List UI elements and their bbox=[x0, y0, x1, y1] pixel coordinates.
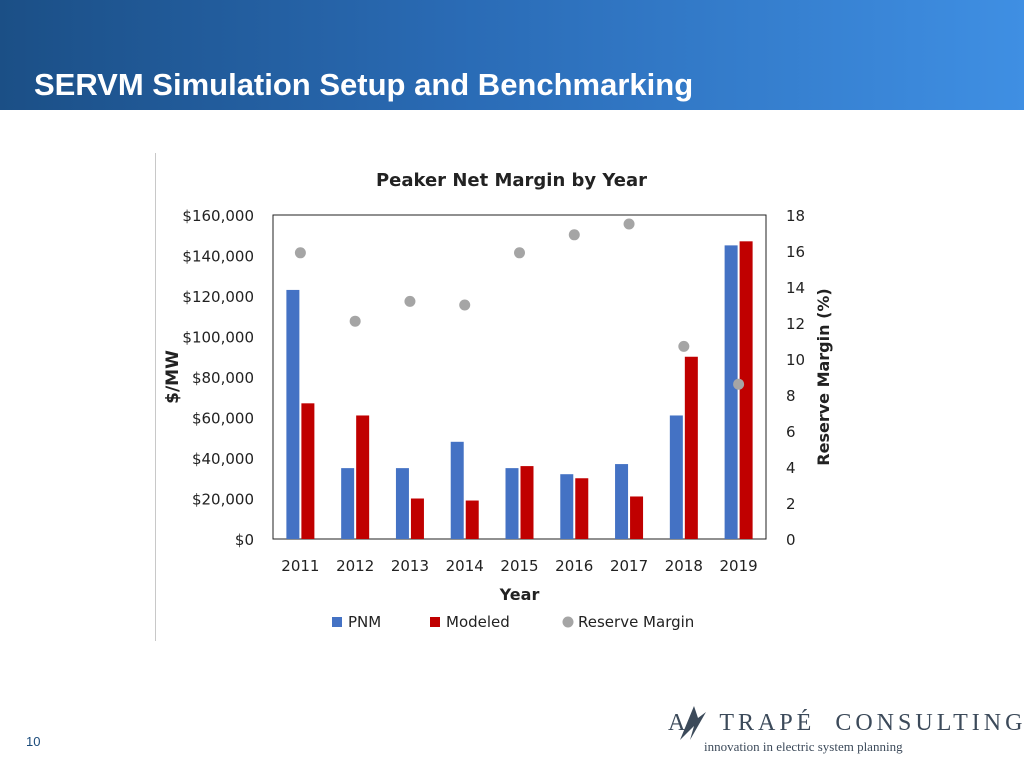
x-tick-label: 2013 bbox=[391, 557, 429, 575]
x-tick-label: 2014 bbox=[446, 557, 484, 575]
bar-modeled bbox=[684, 356, 698, 539]
x-tick-label: 2016 bbox=[555, 557, 593, 575]
bar-pnm bbox=[450, 441, 464, 539]
x-tick-label: 2012 bbox=[336, 557, 374, 575]
bar-pnm bbox=[615, 464, 629, 539]
legend-marker-reserve bbox=[562, 616, 574, 628]
bar-modeled bbox=[630, 496, 644, 539]
legend-label-reserve: Reserve Margin bbox=[578, 613, 694, 631]
reserve-margin-point bbox=[678, 340, 690, 352]
y-tick-label: $100,000 bbox=[182, 329, 254, 347]
y2-tick-label: 0 bbox=[786, 531, 796, 549]
y2-tick-label: 6 bbox=[786, 423, 796, 441]
reserve-margin-point bbox=[294, 247, 306, 259]
y-tick-label: $60,000 bbox=[192, 410, 254, 428]
legend-swatch-pnm bbox=[332, 617, 342, 627]
y-tick-label: $40,000 bbox=[192, 450, 254, 468]
y-tick-label: $0 bbox=[235, 531, 254, 549]
legend-swatch-modeled bbox=[430, 617, 440, 627]
bar-pnm bbox=[286, 289, 300, 539]
y-tick-label: $160,000 bbox=[182, 207, 254, 225]
y2-tick-label: 12 bbox=[786, 315, 805, 333]
x-tick-label: 2018 bbox=[665, 557, 703, 575]
reserve-margin-point bbox=[404, 295, 416, 307]
bar-pnm bbox=[560, 474, 574, 539]
x-tick-label: 2015 bbox=[500, 557, 538, 575]
y-tick-label: $20,000 bbox=[192, 491, 254, 509]
bar-modeled bbox=[739, 241, 753, 539]
legend-label-pnm: PNM bbox=[348, 613, 381, 631]
plot-area-frame bbox=[272, 214, 767, 540]
divider-line bbox=[155, 153, 156, 641]
astrape-bolt-icon bbox=[680, 706, 706, 740]
y-tick-label: $120,000 bbox=[182, 288, 254, 306]
reserve-margin-point bbox=[459, 299, 471, 311]
bar-modeled bbox=[356, 415, 370, 539]
y2-tick-label: 18 bbox=[786, 207, 805, 225]
header-banner: SERVM Simulation Setup and Benchmarking bbox=[0, 0, 1024, 110]
bar-pnm bbox=[395, 468, 409, 539]
reserve-margin-point bbox=[349, 315, 361, 327]
reserve-margin-point bbox=[623, 218, 635, 230]
bar-modeled bbox=[301, 403, 315, 539]
y2-tick-label: 2 bbox=[786, 495, 796, 513]
logo-tagline: innovation in electric system planning bbox=[704, 739, 903, 754]
y2-tick-label: 4 bbox=[786, 459, 796, 477]
astrape-logo: A TRAPÉ CONSULTING innovation in electri… bbox=[662, 702, 1022, 762]
bar-pnm bbox=[341, 468, 355, 539]
y2-tick-label: 16 bbox=[786, 243, 805, 261]
reserve-margin-point bbox=[514, 247, 525, 259]
reserve-margin-point bbox=[568, 229, 580, 241]
y2-tick-label: 8 bbox=[786, 387, 796, 405]
logo-wordmark: A TRAPÉ CONSULTING bbox=[668, 710, 1024, 736]
bar-pnm bbox=[669, 415, 683, 539]
bar-modeled bbox=[520, 466, 534, 539]
page-number: 10 bbox=[26, 734, 41, 749]
reserve-margin-point bbox=[733, 378, 745, 390]
chart-title: Peaker Net Margin by Year bbox=[376, 170, 647, 191]
legend-label-modeled: Modeled bbox=[446, 613, 510, 631]
x-tick-label: 2017 bbox=[610, 557, 648, 575]
bar-pnm bbox=[505, 468, 519, 539]
y-tick-label: $80,000 bbox=[192, 369, 254, 387]
page-title: SERVM Simulation Setup and Benchmarking bbox=[34, 67, 694, 102]
y2-tick-label: 14 bbox=[786, 279, 805, 297]
bar-modeled bbox=[410, 498, 424, 539]
bar-pnm bbox=[724, 245, 738, 539]
y2-tick-label: 10 bbox=[786, 351, 805, 369]
y-tick-label: $140,000 bbox=[182, 248, 254, 266]
x-tick-label: 2019 bbox=[720, 557, 758, 575]
y2-axis-label: Reserve Margin (%) bbox=[814, 288, 833, 465]
bar-modeled bbox=[575, 478, 589, 539]
x-axis-label: Year bbox=[499, 585, 540, 604]
bar-modeled bbox=[465, 500, 479, 539]
y-axis-label: $/MW bbox=[163, 350, 183, 404]
x-tick-label: 2011 bbox=[281, 557, 319, 575]
